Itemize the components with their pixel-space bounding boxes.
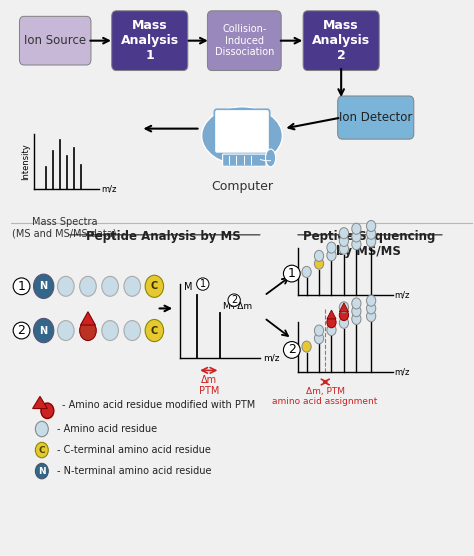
Text: N: N — [40, 326, 48, 336]
Circle shape — [314, 250, 324, 261]
Text: Ion Detector: Ion Detector — [339, 111, 412, 124]
Circle shape — [36, 463, 48, 479]
Circle shape — [352, 231, 361, 242]
Circle shape — [352, 306, 361, 317]
Ellipse shape — [265, 149, 276, 167]
FancyBboxPatch shape — [214, 110, 270, 153]
Circle shape — [339, 317, 348, 329]
FancyBboxPatch shape — [303, 11, 379, 71]
Polygon shape — [327, 310, 336, 319]
Circle shape — [352, 314, 361, 325]
Circle shape — [145, 320, 164, 341]
Circle shape — [327, 242, 336, 253]
Circle shape — [327, 317, 336, 328]
Circle shape — [36, 421, 48, 437]
Text: 2: 2 — [18, 324, 26, 337]
Text: N: N — [38, 466, 46, 475]
Circle shape — [34, 274, 54, 299]
Polygon shape — [81, 312, 95, 325]
Text: N: N — [40, 281, 48, 291]
Circle shape — [57, 276, 74, 296]
Text: 1: 1 — [200, 279, 206, 289]
Polygon shape — [339, 303, 348, 312]
Text: Collision-
Induced
Dissociation: Collision- Induced Dissociation — [215, 24, 274, 57]
Text: m/z: m/z — [394, 290, 410, 299]
Circle shape — [366, 295, 376, 306]
Circle shape — [327, 250, 336, 261]
Ellipse shape — [201, 107, 283, 165]
Text: m/z: m/z — [101, 185, 117, 194]
Circle shape — [36, 443, 48, 458]
Circle shape — [352, 223, 361, 234]
Text: C: C — [38, 445, 45, 455]
Text: - C-terminal amino acid residue: - C-terminal amino acid residue — [56, 445, 210, 455]
Circle shape — [41, 403, 54, 419]
Circle shape — [314, 333, 324, 344]
FancyBboxPatch shape — [223, 154, 266, 166]
Text: 1: 1 — [288, 267, 296, 280]
Circle shape — [366, 311, 376, 322]
Text: Peptide Analysis by MS: Peptide Analysis by MS — [86, 230, 241, 244]
Text: m/z: m/z — [263, 354, 279, 363]
Circle shape — [339, 227, 348, 239]
Text: 1: 1 — [18, 280, 26, 293]
Circle shape — [314, 258, 324, 269]
Circle shape — [352, 298, 361, 309]
Text: - N-terminal amino acid residue: - N-terminal amino acid residue — [56, 466, 211, 476]
Text: - Amino acid residue: - Amino acid residue — [56, 424, 157, 434]
Circle shape — [339, 302, 348, 313]
Circle shape — [366, 303, 376, 314]
Text: m/z: m/z — [394, 368, 410, 376]
Polygon shape — [33, 396, 47, 409]
Circle shape — [339, 310, 348, 321]
Text: Ion Source: Ion Source — [24, 34, 86, 47]
Circle shape — [80, 321, 96, 340]
FancyBboxPatch shape — [19, 16, 91, 65]
Text: M+Δm: M+Δm — [222, 302, 252, 311]
Text: Δm
PTM: Δm PTM — [199, 375, 219, 396]
Circle shape — [102, 321, 118, 340]
Circle shape — [34, 319, 54, 342]
Text: M: M — [184, 282, 192, 292]
Text: C: C — [151, 326, 158, 336]
FancyBboxPatch shape — [112, 11, 188, 71]
Circle shape — [145, 275, 164, 297]
Text: Intensity: Intensity — [21, 143, 30, 180]
Circle shape — [352, 239, 361, 250]
Circle shape — [302, 341, 311, 352]
Circle shape — [102, 276, 118, 296]
Text: - Amino acid residue modified with PTM: - Amino acid residue modified with PTM — [62, 400, 255, 410]
FancyBboxPatch shape — [337, 96, 414, 139]
Circle shape — [57, 321, 74, 340]
Text: Peptide Sequencing
by MS/MS: Peptide Sequencing by MS/MS — [303, 230, 435, 259]
Circle shape — [80, 276, 96, 296]
Circle shape — [339, 235, 348, 246]
Text: Mass Spectra
(MS and MS/MS data): Mass Spectra (MS and MS/MS data) — [12, 217, 117, 239]
Circle shape — [366, 236, 376, 247]
Circle shape — [366, 221, 376, 231]
Text: Computer: Computer — [211, 180, 273, 193]
Circle shape — [339, 243, 348, 254]
Circle shape — [302, 266, 311, 277]
Text: Mass
Analysis
2: Mass Analysis 2 — [312, 19, 370, 62]
Circle shape — [327, 325, 336, 335]
Circle shape — [314, 325, 324, 336]
FancyBboxPatch shape — [208, 11, 281, 71]
Text: Δm, PTM
amino acid assignment: Δm, PTM amino acid assignment — [273, 387, 378, 406]
Circle shape — [366, 228, 376, 239]
Text: C: C — [151, 281, 158, 291]
Circle shape — [124, 321, 140, 340]
Text: Mass
Analysis
1: Mass Analysis 1 — [121, 19, 179, 62]
Text: 2: 2 — [288, 344, 296, 356]
Circle shape — [124, 276, 140, 296]
Text: 2: 2 — [231, 295, 237, 305]
